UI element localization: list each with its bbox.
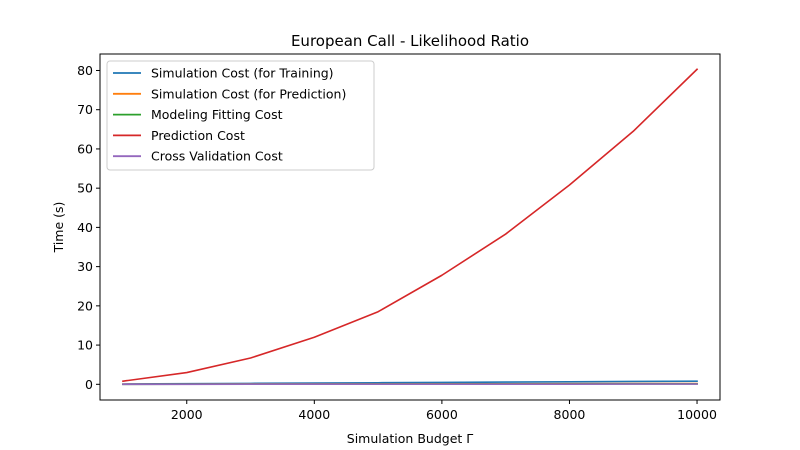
legend-label: Simulation Cost (for Prediction) [151, 86, 346, 101]
x-axis-label: Simulation Budget Γ [347, 431, 473, 446]
y-tick-label: 40 [77, 220, 93, 235]
legend: Simulation Cost (for Training) Simulation… [106, 60, 375, 171]
x-tick-label: 6000 [426, 407, 458, 422]
legend-label: Prediction Cost [151, 128, 245, 143]
y-tick-label: 70 [77, 102, 93, 117]
y-tick-label: 80 [77, 63, 93, 78]
y-tick-label: 0 [85, 377, 93, 392]
legend-label: Modeling Fitting Cost [151, 107, 283, 122]
x-tick-label: 4000 [298, 407, 330, 422]
y-tick-label: 60 [77, 141, 93, 156]
y-tick-label: 10 [77, 338, 93, 353]
x-axis: 2000 4000 6000 8000 10000 [171, 400, 717, 422]
legend-box [106, 60, 375, 171]
chart-title: European Call - Likelihood Ratio [291, 32, 529, 50]
x-tick-label: 2000 [171, 407, 203, 422]
y-tick-label: 30 [77, 259, 93, 274]
x-tick-label: 8000 [554, 407, 586, 422]
x-tick-label: 10000 [677, 407, 717, 422]
y-axis: 0 10 20 30 40 50 60 70 80 [77, 63, 100, 392]
legend-label: Cross Validation Cost [151, 149, 283, 164]
series-line-4 [122, 68, 699, 383]
y-tick-label: 50 [77, 181, 93, 196]
plot-area [122, 68, 699, 386]
y-tick-label: 20 [77, 298, 93, 313]
y-axis-label: Time (s) [51, 202, 66, 254]
legend-label: Simulation Cost (for Training) [151, 66, 334, 81]
